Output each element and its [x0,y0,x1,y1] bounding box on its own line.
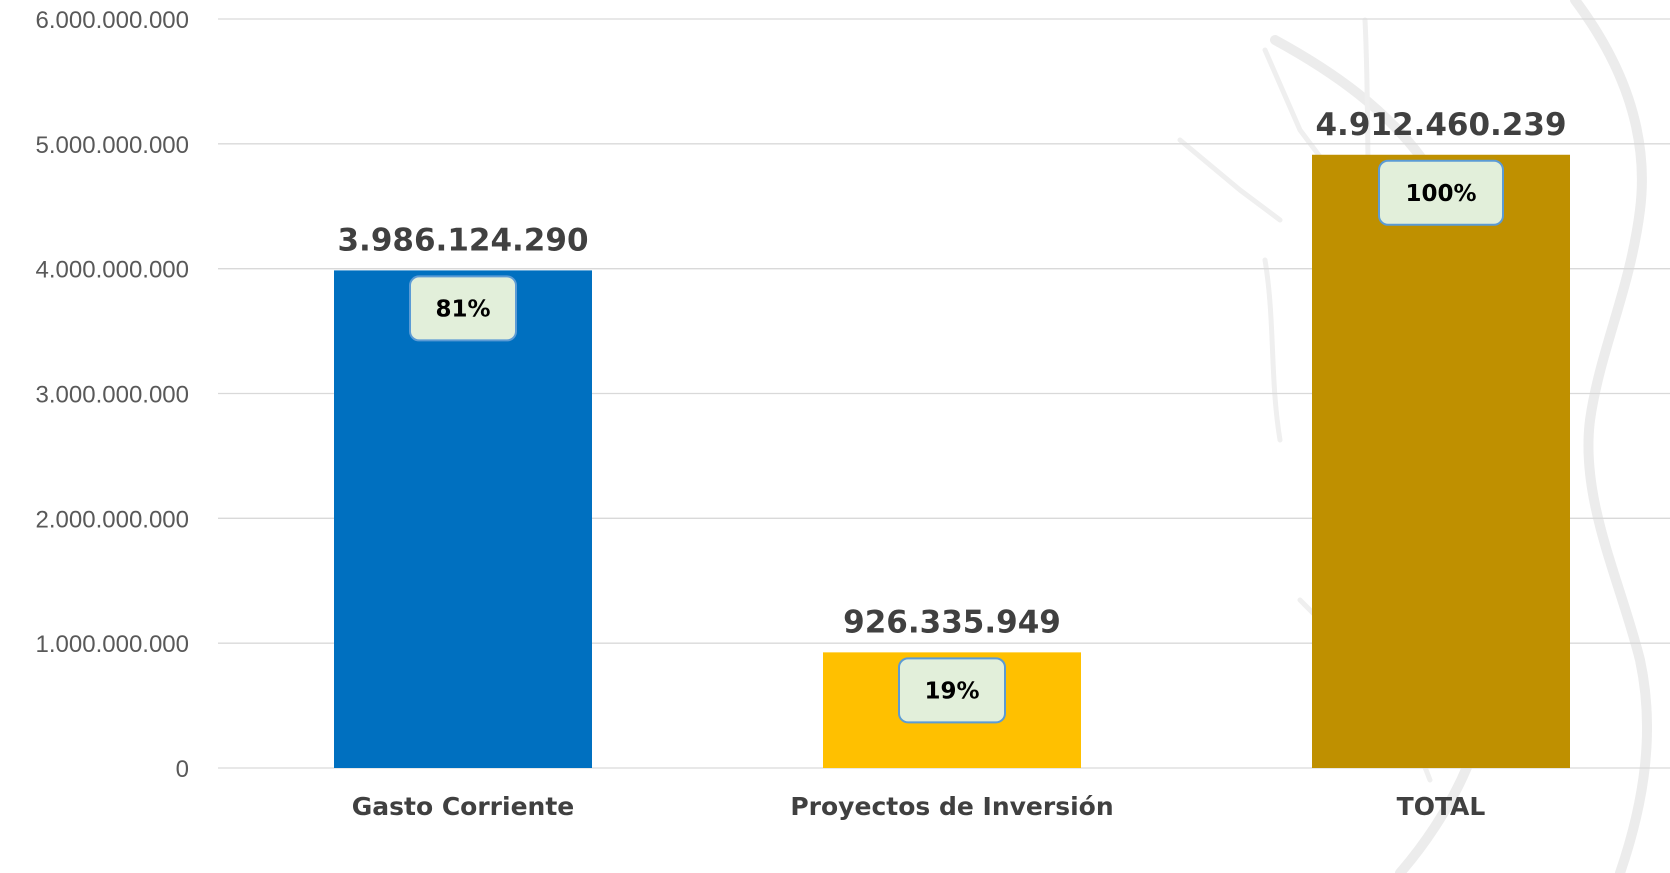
percent-box [898,657,1006,724]
y-tick-label: 1.000.000.000 [36,631,189,658]
percent-label: 19% [924,678,979,704]
y-tick-label: 5.000.000.000 [36,132,189,159]
data-labels: 3.986.124.290 81% 926.335.949 19% 4.912.460.… [337,107,1567,724]
value-label: 4.912.460.239 [1315,107,1566,143]
bars [334,154,1570,768]
percent-box [409,275,517,342]
x-axis: Gasto Corriente Proyectos de Inversión TOT… [352,792,1486,821]
category-label: Proyectos de Inversión [790,792,1113,821]
y-axis: 0 1.000.000.000 2.000.000.000 3.000.000.000… [36,7,189,783]
y-tick-label: 6.000.000.000 [36,7,189,34]
percent-box [1378,159,1504,226]
y-tick-label: 3.000.000.000 [36,382,189,409]
percent-label: 100% [1405,181,1476,207]
percent-label: 81% [435,296,490,322]
bar [334,270,592,768]
value-label: 3.986.124.290 [337,222,588,258]
y-tick-label: 2.000.000.000 [36,506,189,533]
y-tick-label: 4.000.000.000 [36,257,189,284]
y-tick-label: 0 [176,756,189,783]
category-label: Gasto Corriente [352,792,575,821]
value-label: 926.335.949 [843,604,1061,640]
bar [1312,154,1570,768]
category-label: TOTAL [1397,792,1486,821]
